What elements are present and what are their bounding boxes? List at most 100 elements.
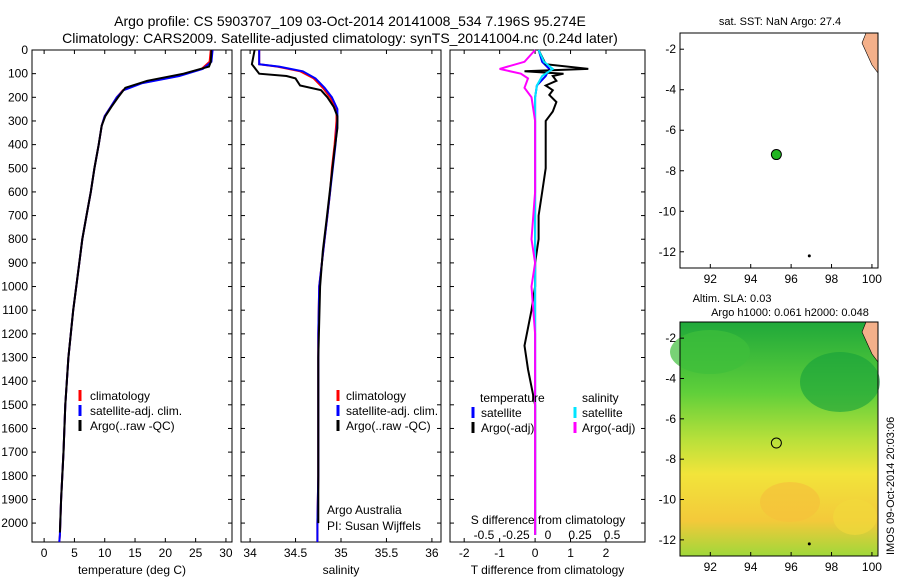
temperature-frame (31, 49, 233, 543)
temperature-ytick-label: 1700 (1, 445, 28, 459)
diff-legend-sal-label: Argo(-adj) (582, 421, 635, 435)
salinity-xtick-label: 36 (425, 546, 439, 560)
temperature-series-line (58, 49, 213, 533)
temperature-ytick-label: 200 (8, 90, 28, 104)
map_sst-xtick-label: 92 (704, 272, 718, 286)
difference-xtick-label: -1 (494, 546, 505, 560)
map_sst-ytick-label: -12 (659, 245, 677, 259)
salinity-xtick-label: 34 (243, 546, 257, 560)
map_sla-ytick-label: -4 (665, 371, 676, 385)
temperature-ytick-label: 1200 (1, 327, 28, 341)
sst-map-panel: sat. SST: NaN Argo: 27.4 92 94 96 98 100 -2 -4 -… (659, 16, 883, 286)
map_sst-ytick-label: -2 (665, 42, 676, 56)
map_sla-xtick-label: 92 (704, 560, 718, 574)
temperature-ytick-label: 900 (8, 256, 28, 270)
difference-xtick-label: 0 (532, 546, 539, 560)
salinity-frame (240, 49, 442, 543)
temperature-xtick-label: 30 (219, 546, 233, 560)
sla-map-title-line2: Argo h1000: 0.061 h2000: 0.048 (711, 307, 869, 319)
temperature-ytick-label: 800 (8, 232, 28, 246)
sla-blob (800, 352, 880, 412)
figure-title-line2: Climatology: CARS2009. Satellite-adjuste… (62, 30, 618, 46)
sal-legend-label: climatology (346, 389, 406, 403)
salinity-panel: 34 34.5 35 35.5 36 salinity climatologysatelli… (240, 49, 442, 577)
temperature-xtick-label: 10 (98, 546, 112, 560)
temperature-xtick-label: 0 (41, 546, 48, 560)
temperature-ytick-label: 400 (8, 138, 28, 152)
diff-legend-temp-label: satellite (481, 406, 522, 420)
sst-map-title: sat. SST: NaN Argo: 27.4 (719, 16, 841, 28)
figure-title-line1: Argo profile: CS 5903707_109 03-Oct-2014… (114, 13, 586, 29)
difference-xtick-label: 2 (603, 546, 610, 560)
diff-top-tick-label: 0.5 (604, 528, 621, 542)
diff-xlabel-top: S difference from climatology (471, 513, 626, 527)
diff-legend-temp-title: temperature (480, 391, 545, 405)
difference-xtick-label: -2 (459, 546, 470, 560)
diff-top-tick-label: -0.25 (502, 528, 530, 542)
salinity-xtick-label: 35 (334, 546, 348, 560)
difference-series-line (534, 49, 555, 535)
map_sla-ytick-label: -12 (659, 533, 677, 547)
map_sst-xtick-label: 94 (744, 272, 758, 286)
map_sst-ytick-label: -10 (659, 204, 677, 218)
temperature-xtick-label: 20 (159, 546, 173, 560)
map_sla-frame (679, 321, 879, 557)
map_sst-xtick-label: 100 (862, 272, 882, 286)
salinity-xtick-label: 34.5 (284, 546, 308, 560)
temperature-ytick-label: 0 (21, 43, 28, 57)
temperature-panel: 0100200300400500600700800900100011001200… (1, 43, 233, 577)
sal-legend-label: Argo(..raw -QC) (346, 419, 431, 433)
temperature-ytick-label: 1600 (1, 421, 28, 435)
diff-top-tick-label: 0.25 (568, 528, 592, 542)
map_sst-xtick-label: 96 (784, 272, 798, 286)
temp-legend-label: climatology (90, 389, 150, 403)
map_sst-ytick-label: -6 (665, 123, 676, 137)
map_sst-xtick-label: 98 (825, 272, 839, 286)
diff-legend-temp-label: Argo(-adj) (481, 421, 534, 435)
temperature-ytick-label: 700 (8, 209, 28, 223)
map_sla-ytick-label: -10 (659, 493, 677, 507)
temperature-ytick-label: 1800 (1, 469, 28, 483)
sal-legend-label: satellite-adj. clim. (346, 404, 438, 418)
diff-top-tick-label: -0.5 (474, 528, 495, 542)
temp-legend-label: Argo(..raw -QC) (90, 419, 175, 433)
difference-xlabel: T difference from climatology (471, 563, 625, 577)
temperature-ytick-label: 500 (8, 161, 28, 175)
map_sla-xtick-label: 96 (784, 560, 798, 574)
diff-top-tick-label: 0 (545, 528, 552, 542)
diff-legend-sal-title: salinity (582, 391, 619, 405)
temperature-ytick-label: 1300 (1, 351, 28, 365)
imos-timestamp: IMOS 09-Oct-2014 20:03:06 (885, 417, 897, 555)
temperature-ytick-label: 300 (8, 114, 28, 128)
salinity-xlabel: salinity (323, 563, 360, 577)
map_sst-frame (679, 32, 879, 269)
sla-map-title-line1: Altim. SLA: 0.03 (693, 293, 772, 305)
temperature-xtick-label: 25 (189, 546, 203, 560)
map_sla-ytick-label: -8 (665, 452, 676, 466)
sla-map-panel: Altim. SLA: 0.03 Argo h1000: 0.061 h2000:… (659, 293, 883, 574)
map_sla-xtick-label: 94 (744, 560, 758, 574)
temperature-ytick-label: 1500 (1, 398, 28, 412)
sla-blob (760, 482, 820, 522)
temperature-ytick-label: 2000 (1, 516, 28, 530)
island-dot (807, 542, 811, 546)
sla-blob (670, 330, 750, 374)
sal-annotation-line1: Argo Australia (327, 503, 402, 517)
difference-xtick-label: 1 (567, 546, 574, 560)
temperature-xlabel: temperature (deg C) (78, 563, 186, 577)
sal-annotation-line2: PI: Susan Wijffels (327, 519, 421, 533)
salinity-xtick-label: 35.5 (375, 546, 399, 560)
map_sst-ytick-label: -4 (665, 83, 676, 97)
map_sla-xtick-label: 98 (825, 560, 839, 574)
difference-series-line (499, 49, 537, 535)
map_sla-xtick-label: 100 (862, 560, 882, 574)
temperature-ytick-label: 600 (8, 185, 28, 199)
temperature-ytick-label: 100 (8, 67, 28, 81)
map_sla-ytick-label: -6 (665, 412, 676, 426)
sla-blob (833, 499, 877, 535)
temperature-ytick-label: 1100 (2, 303, 28, 317)
temperature-ytick-label: 1000 (1, 280, 28, 294)
temperature-ytick-label: 1900 (1, 492, 28, 506)
map_sst-ytick-label: -8 (665, 164, 676, 178)
